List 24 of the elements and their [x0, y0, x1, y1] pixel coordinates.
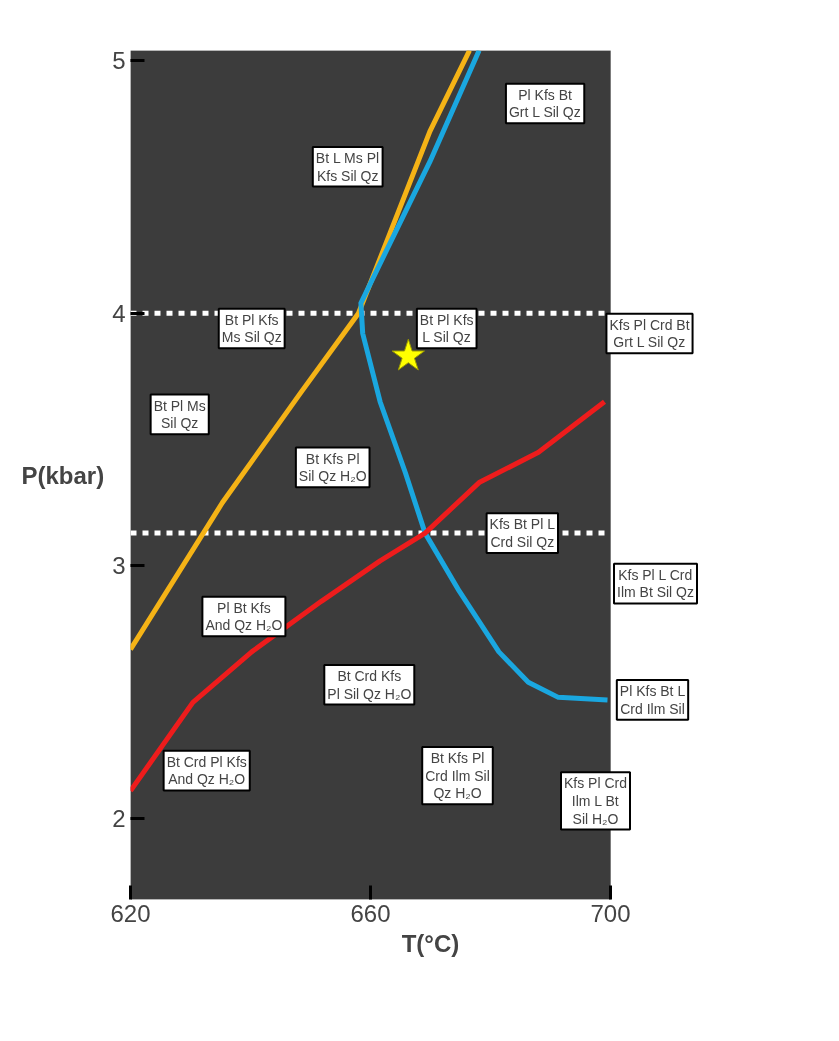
y-tick-label: 3 — [112, 552, 126, 580]
annotation: Bt Kfs Pl Crd Ilm Sil Qz H₂O — [425, 750, 490, 802]
annotation: Bt Pl Kfs L Sil Qz — [419, 311, 474, 346]
annotation: Kfs Bt Pl L Crd Sil Qz — [489, 516, 556, 550]
annotation: Pl Bt Kfs And Qz H₂O — [205, 599, 283, 634]
x-tick-label: 620 — [110, 899, 151, 927]
annotation: Pl Kfs Bt Grt L Sil Qz — [508, 86, 581, 121]
text: Kfs Pl L Crd Ilm Bt Sil Qz — [617, 566, 695, 601]
annotation: Bt Crd Kfs Pl Sil Qz H₂O — [327, 667, 412, 702]
x-axis-title: T(°C) — [401, 929, 460, 957]
y-tick-label: 5 — [112, 47, 126, 75]
annotation: Bt L Ms Pl Kfs Sil Qz — [315, 149, 380, 184]
y-tick-label: 4 — [112, 299, 126, 327]
x-tick-label: 700 — [590, 899, 631, 927]
annotation: Bt Pl Kfs Ms Sil Qz — [221, 311, 282, 346]
annotation: Bt Kfs Pl Sil Qz H₂O — [298, 450, 367, 485]
y-axis-title: P(kbar) — [21, 461, 105, 489]
x-tick-label: 660 — [350, 899, 391, 927]
annotation: Bt Crd Pl Kfs And Qz H₂O — [166, 753, 247, 788]
annotation: Kfs Pl Crd Bt Grt L Sil Qz — [609, 316, 690, 351]
y-tick-label: 2 — [112, 805, 126, 833]
annotation: Kfs Pl Crd Ilm L Bt Sil H₂O — [563, 775, 628, 827]
annotation: Bt Pl Ms Sil Qz — [153, 397, 206, 432]
text: Pl Kfs Bt L Crd Ilm Sil — [619, 683, 686, 717]
